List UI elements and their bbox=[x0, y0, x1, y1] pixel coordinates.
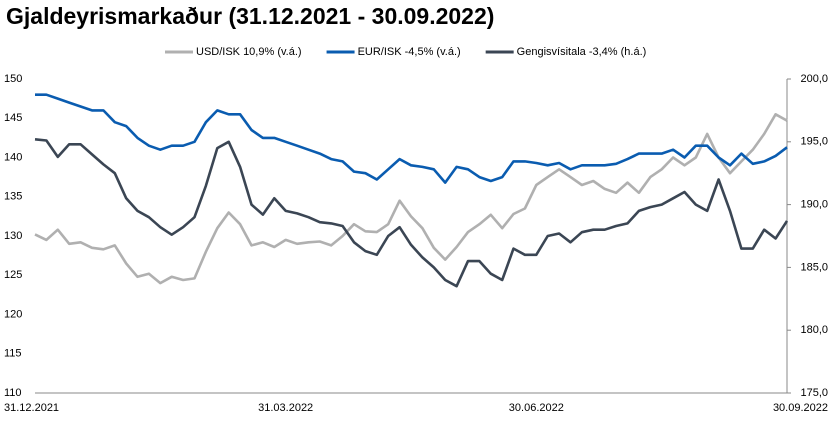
y2-tick-label: 185,0 bbox=[800, 261, 828, 273]
y2-tick-label: 175,0 bbox=[800, 387, 828, 399]
y-tick-label: 115 bbox=[4, 348, 22, 360]
y-tick-label: 135 bbox=[4, 191, 22, 203]
x-tick-label: 30.06.2022 bbox=[509, 402, 564, 414]
legend-label: EUR/ISK -4,5% (v.á.) bbox=[358, 46, 461, 58]
y2-tick-label: 200,0 bbox=[800, 73, 828, 85]
y-tick-label: 140 bbox=[4, 151, 22, 163]
y2-tick-label: 195,0 bbox=[800, 136, 828, 148]
chart-title: Gjaldeyrismarkaður (31.12.2021 - 30.09.2… bbox=[6, 3, 494, 29]
y2-tick-label: 180,0 bbox=[800, 324, 828, 336]
line-series bbox=[35, 93, 788, 184]
line-series bbox=[34, 113, 788, 285]
x-tick-label: 31.03.2022 bbox=[258, 402, 313, 414]
y-tick-label: 150 bbox=[4, 73, 22, 85]
y-tick-label: 145 bbox=[4, 112, 22, 124]
x-tick-label: 31.12.2021 bbox=[4, 402, 59, 414]
y-tick-label: 125 bbox=[4, 269, 22, 281]
y2-tick-label: 190,0 bbox=[800, 199, 828, 211]
y-tick-label: 110 bbox=[4, 387, 22, 399]
y-tick-label: 120 bbox=[4, 308, 22, 320]
x-tick-label: 30.09.2022 bbox=[773, 402, 828, 414]
legend-label: Gengisvísitala -3,4% (h.á.) bbox=[517, 46, 647, 58]
line-series bbox=[34, 138, 789, 288]
legend-label: USD/ISK 10,9% (v.á.) bbox=[196, 46, 302, 58]
y-tick-label: 130 bbox=[4, 230, 22, 242]
